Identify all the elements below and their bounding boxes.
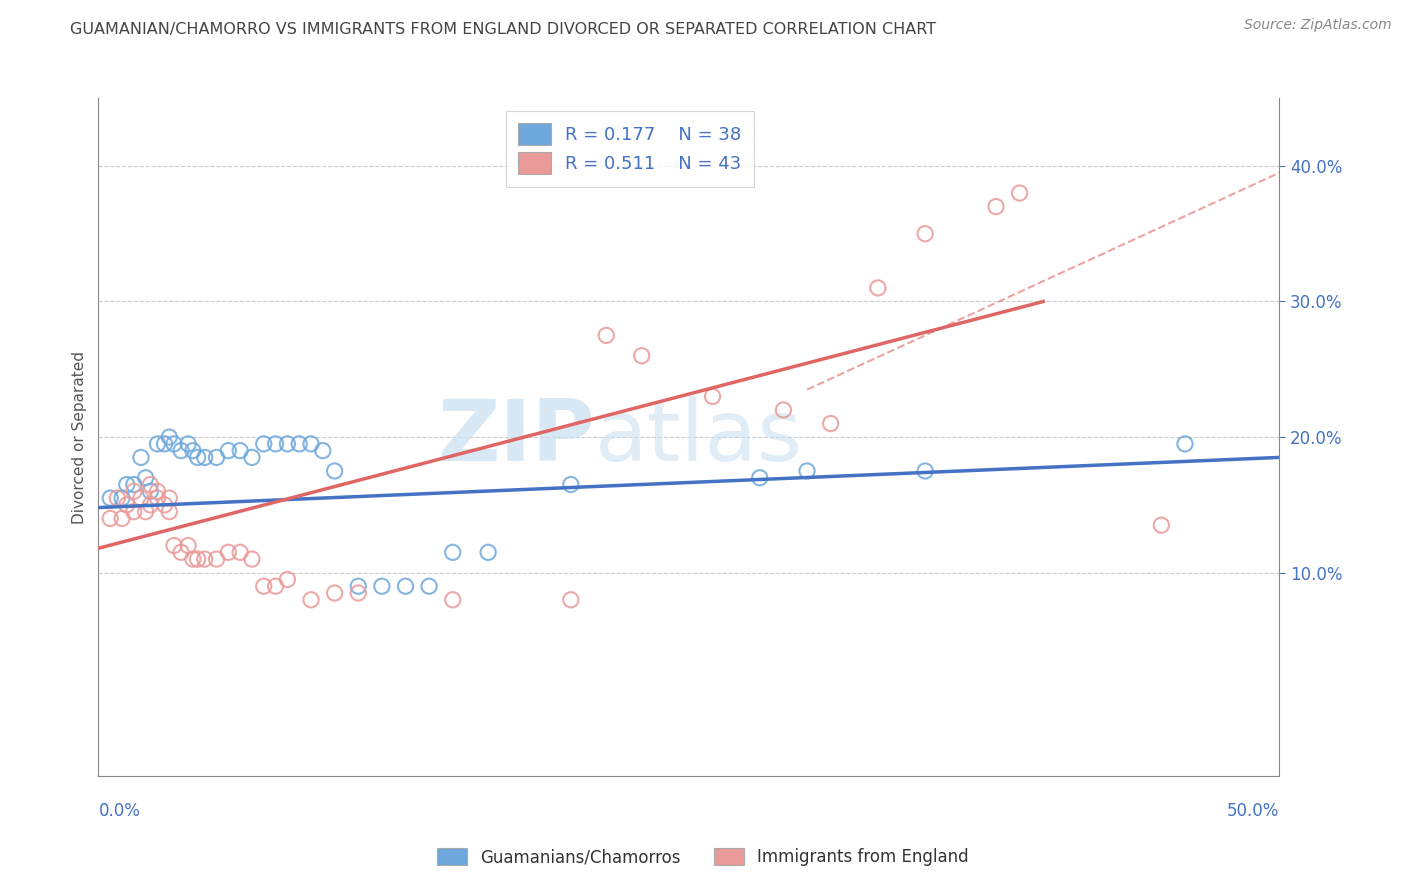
Point: [205, 450, 228, 465]
Point: [1150, 518, 1173, 533]
Point: [914, 227, 936, 241]
Point: [253, 437, 276, 451]
Point: [111, 511, 134, 525]
Point: [135, 505, 157, 519]
Point: [748, 471, 770, 485]
Point: [914, 464, 936, 478]
Point: [796, 464, 818, 478]
Point: [146, 484, 169, 499]
Point: [264, 437, 287, 451]
Point: [347, 579, 370, 593]
Point: [115, 477, 138, 491]
Point: [323, 464, 346, 478]
Point: [98, 511, 121, 525]
Point: [984, 200, 1007, 214]
Point: [299, 437, 322, 451]
Point: [560, 592, 582, 607]
Point: [371, 579, 394, 593]
Point: [229, 443, 252, 458]
Text: GUAMANIAN/CHAMORRO VS IMMIGRANTS FROM ENGLAND DIVORCED OR SEPARATED CORRELATION : GUAMANIAN/CHAMORRO VS IMMIGRANTS FROM EN…: [70, 22, 936, 37]
Point: [630, 349, 652, 363]
Point: [240, 552, 263, 566]
Point: [139, 477, 162, 491]
Point: [288, 437, 311, 451]
Point: [135, 471, 157, 485]
Point: [187, 450, 209, 465]
Point: [157, 430, 180, 444]
Point: [441, 545, 464, 559]
Point: [122, 477, 145, 491]
Point: [276, 573, 298, 587]
Point: [595, 328, 617, 343]
Point: [299, 592, 322, 607]
Point: [866, 281, 889, 295]
Point: [394, 579, 416, 593]
Point: [347, 586, 370, 600]
Point: [560, 477, 582, 491]
Point: [139, 484, 162, 499]
Point: [323, 586, 346, 600]
Point: [1008, 186, 1031, 200]
Point: [187, 552, 209, 566]
Point: [240, 450, 263, 465]
Point: [229, 545, 252, 559]
Point: [115, 498, 138, 512]
Point: [177, 437, 200, 451]
Legend: Guamanians/Chamorros, Immigrants from England: Guamanians/Chamorros, Immigrants from En…: [429, 840, 977, 875]
Point: [276, 437, 298, 451]
Point: [163, 437, 186, 451]
Point: [177, 539, 200, 553]
Point: [157, 505, 180, 519]
Point: [181, 443, 204, 458]
Point: [418, 579, 440, 593]
Legend: R = 0.177    N = 38, R = 0.511    N = 43: R = 0.177 N = 38, R = 0.511 N = 43: [506, 111, 754, 187]
Point: [205, 552, 228, 566]
Point: [129, 450, 152, 465]
Point: [170, 443, 193, 458]
Point: [253, 579, 276, 593]
Point: [111, 491, 134, 505]
Point: [129, 491, 152, 505]
Point: [153, 437, 176, 451]
Point: [1174, 437, 1197, 451]
Point: [146, 491, 169, 505]
Point: [153, 498, 176, 512]
Point: [122, 505, 145, 519]
Point: [217, 443, 239, 458]
Point: [98, 491, 121, 505]
Point: [146, 437, 169, 451]
Point: [194, 450, 217, 465]
Point: [194, 552, 217, 566]
Point: [772, 403, 794, 417]
Text: atlas: atlas: [595, 395, 803, 479]
Point: [170, 545, 193, 559]
Text: ZIP: ZIP: [437, 395, 595, 479]
Point: [122, 484, 145, 499]
Point: [441, 592, 464, 607]
Point: [264, 579, 287, 593]
Y-axis label: Divorced or Separated: Divorced or Separated: [72, 351, 87, 524]
Point: [217, 545, 239, 559]
Point: [157, 491, 180, 505]
Text: 50.0%: 50.0%: [1227, 802, 1279, 820]
Point: [105, 491, 128, 505]
Point: [163, 539, 186, 553]
Point: [139, 498, 162, 512]
Point: [702, 389, 724, 403]
Point: [312, 443, 335, 458]
Text: 0.0%: 0.0%: [98, 802, 141, 820]
Point: [181, 552, 204, 566]
Point: [820, 417, 842, 431]
Point: [477, 545, 499, 559]
Text: Source: ZipAtlas.com: Source: ZipAtlas.com: [1244, 18, 1392, 32]
